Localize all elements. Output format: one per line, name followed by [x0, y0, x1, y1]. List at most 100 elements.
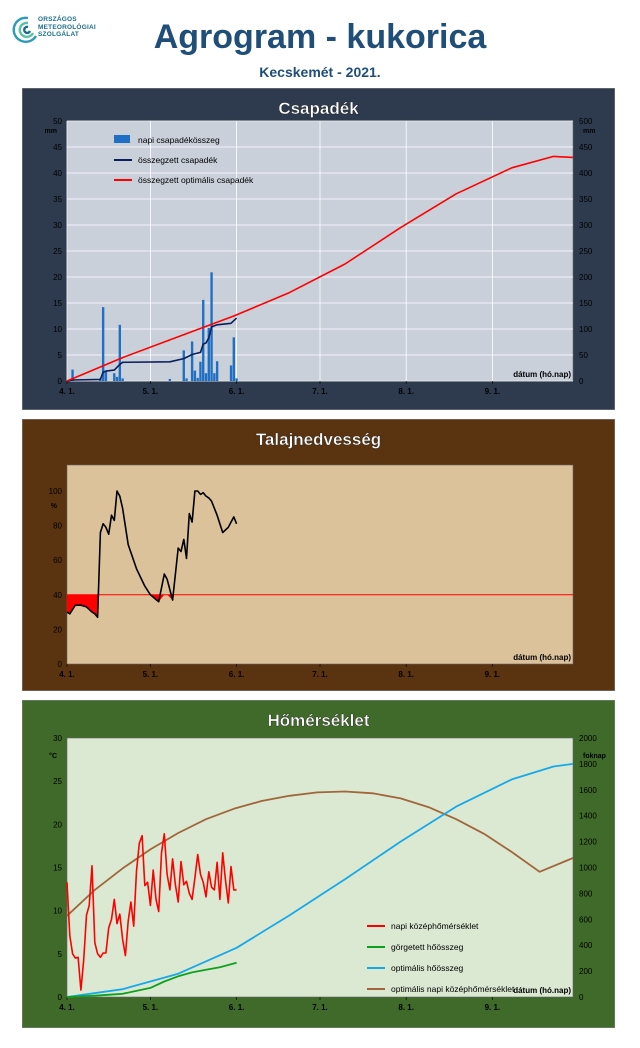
soil-moisture-line: [66, 490, 238, 619]
precipitation-bar: [113, 373, 116, 381]
optimal-cumulative-precipitation-line: [66, 155, 574, 382]
y-right-tick-label: 0: [579, 377, 584, 386]
y-right-tick-label: 150: [579, 299, 593, 308]
y-tick-label: 25: [53, 777, 62, 786]
temperature-chart: Hőmérséklet 0 5 10 15 20 25 30 °C 0 200 400 600 800 10…: [22, 700, 615, 1028]
y-right-tick-label: 1200: [579, 838, 597, 847]
x-tick-label: 7. 1.: [312, 670, 328, 679]
legend-entry: napi középhőmérséklet: [391, 921, 479, 931]
x-tick-label: 6. 1.: [229, 670, 245, 679]
precipitation-bar: [121, 378, 124, 381]
y-tick-label: 80: [53, 522, 62, 531]
chart-title: Csapadék: [278, 99, 359, 118]
x-tick-label: 4. 1.: [59, 670, 75, 679]
x-tick-label: 5. 1.: [143, 1003, 159, 1012]
optimal-heat-sum-line: [66, 763, 574, 998]
plot-area: [66, 737, 574, 998]
y-right-tick-label: 250: [579, 247, 593, 256]
page-title: Agrogram - kukorica: [153, 18, 487, 56]
y-unit-label: mm: [45, 128, 57, 135]
y-right-tick-label: 1600: [579, 786, 597, 795]
y-right-tick-label: 1000: [579, 864, 597, 873]
y-tick-label: 100: [49, 487, 63, 496]
y-tick-label: 50: [53, 117, 62, 126]
legend-entry: görgetett hőösszeg: [391, 942, 464, 952]
x-axis-label: dátum (hó.nap): [513, 653, 571, 662]
logo-text: ORSZÁGOS METEOROLÓGIAI SZOLGÁLAT: [38, 16, 96, 39]
x-tick-label: 5. 1.: [143, 387, 159, 396]
y-tick-label: 20: [53, 820, 62, 829]
cumulative-precipitation-line: [66, 317, 238, 382]
legend-entry: napi csapadékösszeg: [138, 135, 220, 145]
y-tick-label: 5: [58, 950, 63, 959]
y-right-tick-label: 200: [579, 967, 593, 976]
deficit-area: [150, 594, 173, 602]
chart-title: Talajnedvesség: [256, 430, 381, 449]
y-tick-label: 60: [53, 556, 62, 565]
logo-line: SZOLGÁLAT: [38, 31, 80, 38]
x-axis-label: dátum (hó.nap): [513, 986, 571, 995]
y-tick-label: 5: [58, 351, 63, 360]
logo: [12, 16, 38, 43]
y-unit-label: %: [51, 503, 58, 510]
y-right-tick-label: 400: [579, 941, 593, 950]
y-right-tick-label: 800: [579, 889, 593, 898]
y-right-tick-label: 1800: [579, 760, 597, 769]
y-unit-label: °C: [49, 752, 57, 760]
precipitation-bar: [199, 361, 202, 381]
y-right-tick-label: 1400: [579, 812, 597, 821]
x-tick-label: 6. 1.: [229, 387, 245, 396]
precipitation-bar: [229, 365, 233, 381]
precipitation-bar: [213, 373, 216, 381]
daily-mean-temperature-line: [66, 833, 237, 991]
plot-area: [66, 464, 574, 665]
x-tick-label: 8. 1.: [398, 670, 414, 679]
y-tick-label: 0: [58, 377, 63, 386]
y-right-tick-label: 500: [579, 117, 593, 126]
y-right-tick-label: 0: [579, 993, 584, 1002]
precipitation-bar: [118, 324, 122, 381]
y-tick-label: 20: [53, 625, 62, 634]
x-tick-label: 4. 1.: [59, 1003, 75, 1012]
y-right-tick-label: 400: [579, 169, 593, 178]
y-tick-label: 30: [53, 734, 62, 743]
y-right-tick-label: 600: [579, 915, 593, 924]
legend-entry: optimális napi középhőmérséklet: [391, 984, 515, 994]
precipitation-bar: [215, 361, 219, 381]
optimal-daily-mean-temperature-line: [66, 790, 574, 917]
x-tick-label: 7. 1.: [312, 387, 328, 396]
precipitation-bar: [101, 307, 105, 381]
logo-line: ORSZÁGOS: [38, 16, 77, 23]
logo-line: METEOROLÓGIAI: [38, 23, 96, 31]
legend-entry: összegzett csapadék: [138, 155, 218, 165]
y-tick-label: 15: [53, 299, 62, 308]
y-right-unit-label: foknap: [583, 753, 606, 760]
y-right-tick-label: 200: [579, 273, 593, 282]
y-right-tick-label: 350: [579, 195, 593, 204]
legend-entry: optimális hőösszeg: [391, 963, 464, 973]
y-tick-label: 0: [58, 993, 63, 1002]
precipitation-bar: [193, 370, 197, 381]
soil-moisture-chart: Talajnedvesség 0 20 40 60 80 100% 4. 1. 5. 1. 6. …: [22, 419, 615, 691]
x-tick-label: 7. 1.: [312, 1003, 328, 1012]
precipitation-bar: [204, 373, 208, 381]
precipitation-bar: [235, 378, 238, 381]
y-tick-label: 20: [53, 273, 62, 282]
precipitation-bar: [71, 369, 74, 381]
x-tick-label: 8. 1.: [398, 387, 414, 396]
chart-title: Hőmérséklet: [267, 711, 369, 730]
precipitation-bar: [182, 350, 185, 381]
legend-entry: összegzett optimális csapadék: [138, 175, 254, 185]
y-right-tick-label: 100: [579, 325, 593, 334]
precipitation-bar: [196, 377, 199, 381]
x-tick-label: 6. 1.: [229, 1003, 245, 1012]
y-right-tick-label: 300: [579, 221, 593, 230]
precipitation-bar: [202, 299, 205, 381]
soil-moisture-panel: Talajnedvesség 0 20 40 60 80 100% 4. 1. 5. 1. 6. …: [22, 419, 615, 691]
logo-swirl-icon: [12, 16, 38, 43]
precipitation-bar: [190, 341, 194, 381]
precipitation-chart: Csapadék 0 5 10 15 20 25 30 35 40 45 50 mm 0 50 100 150 2…: [22, 88, 615, 410]
precipitation-panel: Csapadék 0 5 10 15 20 25 30 35 40 45 50 mm 0 50 100 150 2…: [22, 88, 615, 410]
temperature-panel: Hőmérséklet 0 5 10 15 20 25 30 °C 0 200 400 600 800 10…: [22, 700, 615, 1028]
x-tick-label: 5. 1.: [143, 670, 159, 679]
